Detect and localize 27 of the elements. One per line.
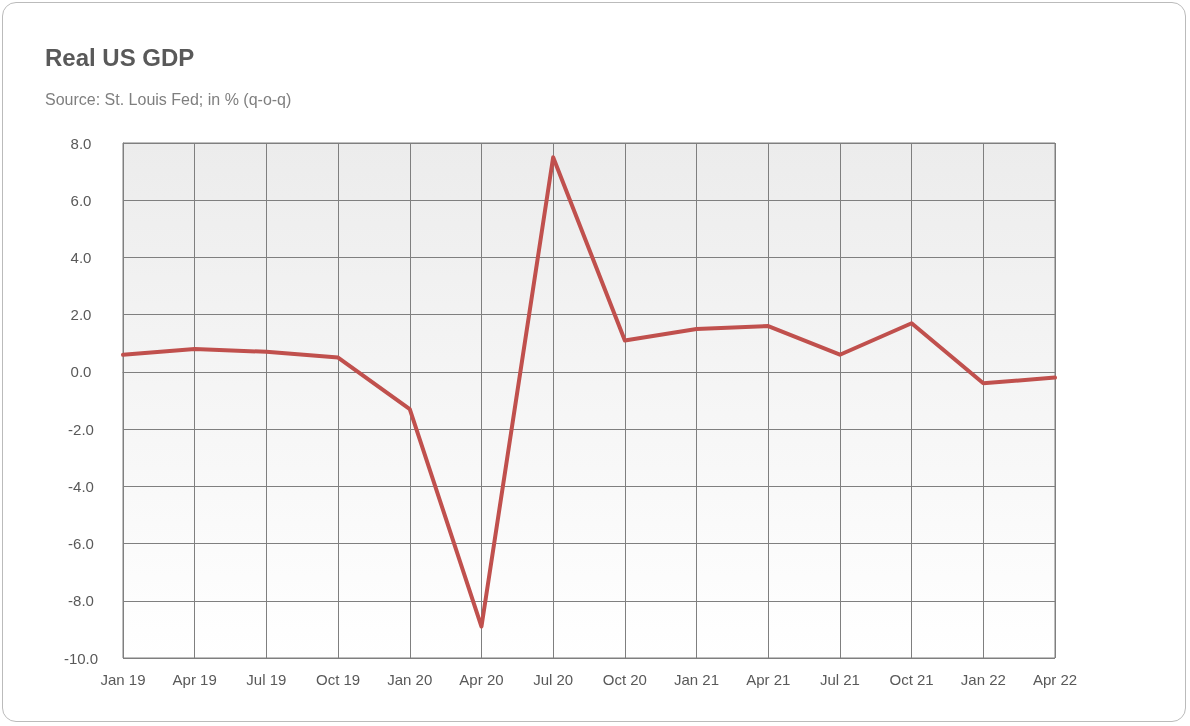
y-tick-label: 8.0 [70, 134, 92, 152]
x-tick-label: Jul 20 [533, 671, 574, 688]
y-tick-label: 4.0 [70, 248, 92, 266]
y-tick-label: -10.0 [63, 649, 99, 667]
x-tick-label: Apr 21 [746, 671, 791, 688]
x-tick-label: Oct 20 [602, 671, 647, 688]
x-tick-label: Apr 20 [459, 671, 504, 688]
x-tick-label: Oct 19 [315, 671, 361, 688]
x-tick-label: Jan 19 [100, 671, 146, 688]
x-tick-label: Oct 21 [889, 671, 934, 688]
x-tick-label: Jan 22 [960, 671, 1006, 688]
y-tick-label: 0.0 [70, 363, 92, 381]
y-tick-label: -4.0 [68, 477, 94, 495]
chart-title: Real US GDP [45, 43, 195, 71]
y-tick-label: -2.0 [68, 420, 94, 438]
line-series [121, 155, 1057, 629]
x-tick-label: Apr 19 [172, 671, 217, 688]
y-tick-label: 6.0 [70, 191, 92, 209]
x-tick-label: Jul 21 [819, 671, 860, 688]
x-tick-label: Apr 22 [1032, 671, 1078, 688]
x-tick-label: Jul 19 [246, 671, 287, 688]
x-tick-label: Jan 20 [387, 671, 433, 688]
y-tick-label: -8.0 [68, 592, 94, 610]
chart-subtitle: Source: St. Louis Fed; in % (q-o-q) [45, 90, 292, 108]
y-tick-label: -6.0 [68, 535, 94, 553]
y-tick-label: 2.0 [70, 306, 92, 324]
x-tick-label: Jan 21 [674, 671, 720, 688]
